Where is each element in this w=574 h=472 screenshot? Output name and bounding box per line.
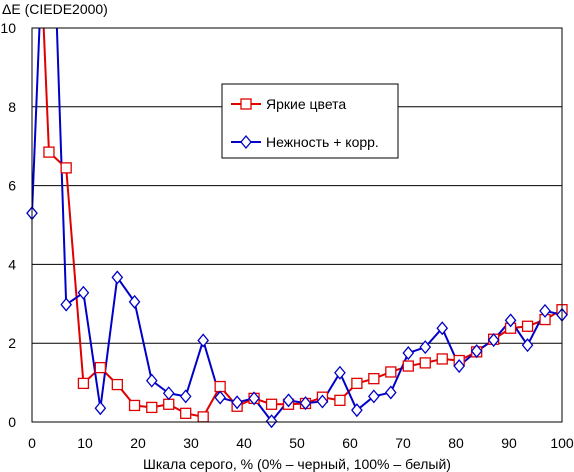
series-line-1: [42, 28, 562, 418]
plot-frame: [31, 27, 563, 423]
series-2-point: [368, 389, 380, 404]
series-2-point: [504, 313, 517, 328]
series-2-point: [316, 394, 329, 409]
series-2-point: [214, 390, 226, 405]
legend-label: Нежность + корр.: [266, 134, 379, 150]
series-line-2: [32, 28, 562, 422]
series-1-point: [385, 366, 397, 378]
series-2-point: [248, 391, 260, 406]
series-2-point: [436, 321, 449, 336]
series-2-point: [351, 403, 363, 418]
series-1-point: [197, 411, 209, 423]
series-1-point: [334, 394, 346, 406]
legend-label: Яркие цвета: [266, 96, 346, 112]
series-2-point: [282, 393, 295, 408]
series-2-point: [128, 294, 141, 309]
series-1-point: [402, 360, 414, 372]
series-2-point: [60, 297, 73, 312]
series-2-point: [162, 386, 175, 401]
x-tick-label: 20: [130, 435, 146, 451]
y-tick-labels: 0 2 4 6 8 10: [0, 20, 16, 430]
legend-box: [221, 83, 399, 159]
series-1-point: [265, 398, 278, 410]
series-2-point: [453, 359, 466, 374]
series-2-point: [231, 395, 243, 410]
x-tick-labels: 0 10 20 30 40 50 60 70 80 90 100: [28, 435, 574, 451]
y-axis-title: ΔE (CIEDE2000): [2, 1, 108, 17]
series-2-point: [539, 303, 551, 318]
series-2-point: [521, 338, 534, 353]
series-2-point: [145, 373, 158, 388]
series-1-point: [180, 407, 192, 419]
legend-marker: [240, 134, 252, 150]
series-2-point: [197, 333, 210, 348]
x-tick-label: 90: [501, 435, 517, 451]
x-tick-label: 60: [342, 435, 358, 451]
x-tick-label: 0: [28, 435, 36, 451]
y-tick-label: 2: [8, 335, 16, 351]
y-tick-label: 0: [8, 414, 16, 430]
y-tick-label: 8: [8, 99, 16, 115]
series-markers: [26, 146, 568, 429]
series-2-point: [111, 270, 124, 285]
series-2-point: [77, 285, 90, 300]
series-1-point: [521, 320, 534, 332]
series-2-point: [384, 385, 397, 400]
x-tick-label: 40: [236, 435, 252, 451]
legend: Яркие цвета Нежность + корр.: [221, 83, 399, 159]
series-1-point: [128, 399, 141, 412]
series-2-point: [487, 333, 500, 348]
series-2-point: [179, 389, 192, 404]
y-tick-label: 10: [0, 20, 16, 36]
series-2-point: [94, 401, 107, 416]
x-tick-label: 10: [77, 435, 93, 451]
series-1-point: [163, 398, 175, 410]
series-1-point: [60, 162, 72, 174]
series-2-point: [402, 346, 415, 361]
series-1-point: [94, 361, 107, 374]
x-tick-label: 100: [550, 435, 574, 451]
series-1-point: [436, 353, 448, 365]
series-1-point: [146, 401, 158, 414]
series-lines: [32, 28, 562, 422]
x-tick-label: 70: [395, 435, 411, 451]
series-1-point: [43, 146, 55, 158]
series-1-point: [351, 377, 363, 390]
series-1-point: [77, 377, 90, 390]
series-1-point: [368, 373, 380, 385]
x-tick-label: 30: [183, 435, 199, 451]
series-2-point: [419, 340, 432, 355]
series-2-point: [470, 344, 483, 359]
series-2-point: [334, 365, 346, 380]
y-tick-label: 4: [8, 256, 16, 272]
x-tick-label: 50: [289, 435, 305, 451]
series-2-point: [299, 396, 312, 411]
legend-marker: [240, 98, 252, 110]
x-axis-title: Шкала серого, % (0% – черный, 100% – бел…: [143, 456, 451, 472]
series-1-point: [111, 378, 123, 391]
series-2-point: [265, 414, 278, 429]
series-1-point: [214, 380, 226, 393]
series-1-point: [419, 357, 431, 369]
y-tick-label: 6: [8, 178, 16, 194]
x-tick-label: 80: [448, 435, 464, 451]
